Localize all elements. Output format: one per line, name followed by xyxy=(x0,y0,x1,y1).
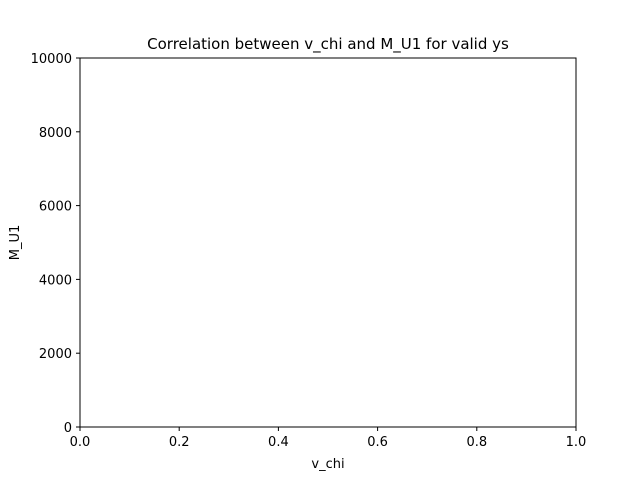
x-tick-label: 0.8 xyxy=(466,435,487,450)
y-tick-label: 6000 xyxy=(39,200,72,215)
y-tick-label: 4000 xyxy=(39,273,72,288)
x-tick-label: 0.0 xyxy=(70,435,91,450)
plot-area xyxy=(79,57,577,428)
y-axis-ticks: 0 2000 4000 6000 8000 10000 xyxy=(31,52,80,436)
axes-frame xyxy=(79,57,577,428)
x-axis-ticks: 0.0 0.2 0.4 0.6 0.8 1.0 xyxy=(70,427,587,450)
x-axis-label: v_chi xyxy=(311,457,344,472)
y-tick-label: 8000 xyxy=(39,126,72,141)
x-tick-label: 0.6 xyxy=(367,435,388,450)
x-tick-label: 0.2 xyxy=(169,435,190,450)
y-tick-label: 0 xyxy=(64,421,72,436)
y-tick-label: 10000 xyxy=(31,52,72,67)
y-tick-label: 2000 xyxy=(39,347,72,362)
y-axis-label: M_U1 xyxy=(8,225,23,261)
chart-title: Correlation between v_chi and M_U1 for v… xyxy=(147,35,509,54)
x-tick-label: 1.0 xyxy=(566,435,587,450)
x-tick-label: 0.4 xyxy=(268,435,289,450)
